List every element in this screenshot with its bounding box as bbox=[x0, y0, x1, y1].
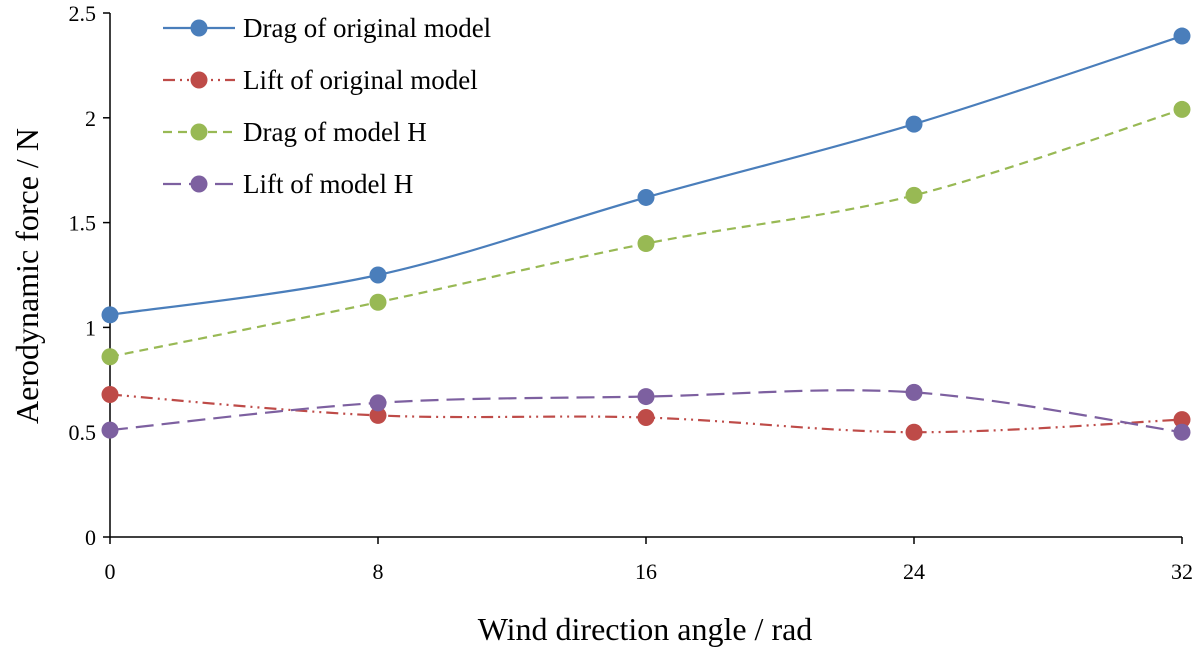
series-3 bbox=[101, 100, 1191, 366]
data-point bbox=[1173, 27, 1191, 45]
x-axis-title: Wind direction angle / rad bbox=[478, 611, 813, 647]
data-point bbox=[637, 188, 655, 206]
legend: Drag of original model Lift of original m… bbox=[163, 13, 491, 199]
legend-label: Lift of model H bbox=[243, 169, 413, 199]
data-point bbox=[905, 423, 923, 441]
data-point bbox=[905, 186, 923, 204]
y-tick-label: 0 bbox=[85, 525, 96, 550]
legend-marker bbox=[190, 123, 208, 141]
x-tick-label: 16 bbox=[635, 559, 657, 584]
series-1 bbox=[101, 27, 1191, 324]
y-tick-label: 2 bbox=[85, 106, 96, 131]
legend-item: Drag of original model bbox=[163, 13, 491, 43]
x-tick-label: 24 bbox=[903, 559, 925, 584]
legend-marker bbox=[190, 175, 208, 193]
data-point bbox=[369, 406, 387, 424]
data-point bbox=[101, 348, 119, 366]
data-point bbox=[101, 306, 119, 324]
data-point bbox=[637, 409, 655, 427]
legend-label: Drag of model H bbox=[243, 117, 427, 147]
legend-marker bbox=[190, 71, 208, 89]
y-axis-title: Aerodynamic force / N bbox=[9, 128, 45, 424]
legend-item: Lift of model H bbox=[163, 169, 413, 199]
data-point bbox=[905, 115, 923, 133]
y-tick-label: 2.5 bbox=[69, 1, 97, 26]
x-tick-label: 8 bbox=[373, 559, 384, 584]
x-tick-label: 0 bbox=[105, 559, 116, 584]
data-point bbox=[1173, 423, 1191, 441]
data-point bbox=[637, 235, 655, 253]
series-4 bbox=[101, 383, 1191, 441]
data-point bbox=[637, 388, 655, 406]
y-tick-label: 0.5 bbox=[69, 420, 97, 445]
y-tick-label: 1.5 bbox=[69, 211, 97, 236]
data-point bbox=[369, 293, 387, 311]
data-point bbox=[905, 383, 923, 401]
data-point bbox=[101, 421, 119, 439]
data-point bbox=[369, 394, 387, 412]
legend-marker bbox=[190, 19, 208, 37]
axes: 0 0.5 1 1.5 2 2.5 0 8 16 24 32 bbox=[69, 1, 1194, 584]
data-point bbox=[101, 385, 119, 403]
data-point bbox=[1173, 100, 1191, 118]
legend-item: Lift of original model bbox=[163, 65, 478, 95]
series-layer bbox=[101, 27, 1191, 441]
series-2 bbox=[101, 385, 1191, 441]
y-tick-label: 1 bbox=[85, 315, 96, 340]
legend-label: Drag of original model bbox=[243, 13, 491, 43]
data-point bbox=[1173, 411, 1191, 429]
x-tick-label: 32 bbox=[1171, 559, 1193, 584]
legend-item: Drag of model H bbox=[163, 117, 427, 147]
legend-label: Lift of original model bbox=[243, 65, 478, 95]
data-point bbox=[369, 266, 387, 284]
